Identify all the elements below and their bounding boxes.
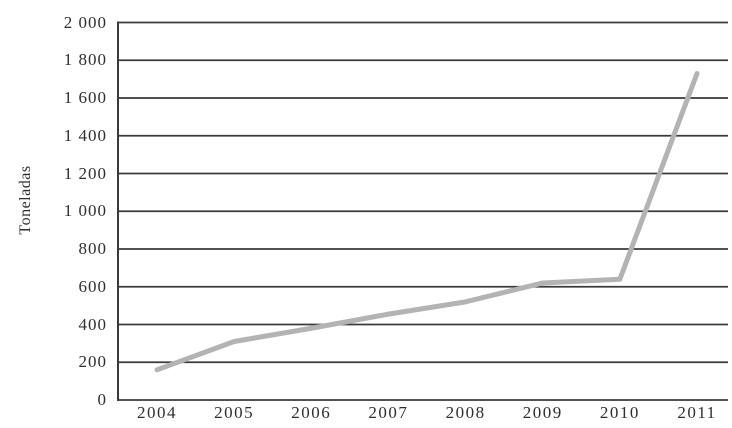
y-tick-label: 1 000 — [63, 201, 107, 221]
x-tick-label: 2004 — [137, 403, 177, 422]
y-tick-label: 800 — [78, 239, 107, 258]
y-tick-label: 0 — [97, 390, 107, 409]
y-tick-label: 400 — [78, 314, 107, 334]
x-tick-label: 2009 — [522, 403, 563, 422]
x-tick-label: 2007 — [368, 403, 409, 422]
x-tick-label: 2006 — [291, 403, 332, 422]
trend-line — [154, 70, 700, 373]
y-tick-label: 1 800 — [63, 50, 107, 70]
y-tick-label: 1 400 — [63, 125, 107, 145]
x-tick-label: 2005 — [214, 403, 255, 422]
x-tick-label: 2010 — [599, 403, 640, 422]
y-tick-label: 1 600 — [63, 88, 107, 107]
y-tick-label: 600 — [78, 276, 107, 296]
x-tick-label: 2008 — [445, 403, 486, 422]
y-tick-label: 2 000 — [63, 12, 107, 32]
y-tick-label: 1 200 — [63, 163, 107, 183]
x-tick-label: 2011 — [677, 403, 717, 422]
y-tick-label: 200 — [78, 352, 107, 372]
